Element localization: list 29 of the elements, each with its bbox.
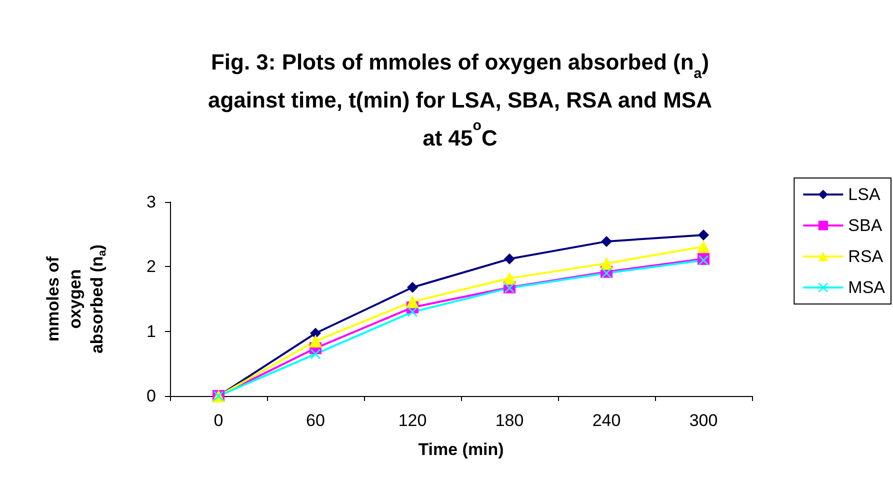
legend-label: SBA [848,216,883,235]
point [310,348,320,359]
point [698,255,708,266]
point [503,272,516,285]
point [602,268,612,278]
point [406,295,419,308]
legend-label: MSA [848,278,886,297]
x-tick-label: 0 [214,411,224,430]
y-tick-label: 0 [146,386,156,406]
point [408,306,418,317]
point [504,253,515,264]
x-tick-label: 180 [495,411,524,430]
y-axis-title: mmoles of oxygen absorbed (na) [43,244,108,354]
point [601,236,612,247]
y-tick-label: 1 [146,322,156,341]
point [697,240,710,254]
legend-label: LSA [848,185,881,204]
y-tick-label: 3 [146,192,156,212]
legend-label: RSA [848,247,884,266]
x-axis-title: Time (min) [418,440,504,459]
point [407,282,418,293]
x-tick-label: 120 [398,411,427,430]
point [600,256,613,270]
x-tick-label: 60 [306,411,325,430]
y-tick-label: 2 [146,257,156,276]
point [698,229,709,240]
x-tick-label: 240 [592,411,621,430]
point [309,334,322,348]
x-tick-label: 300 [689,411,718,430]
